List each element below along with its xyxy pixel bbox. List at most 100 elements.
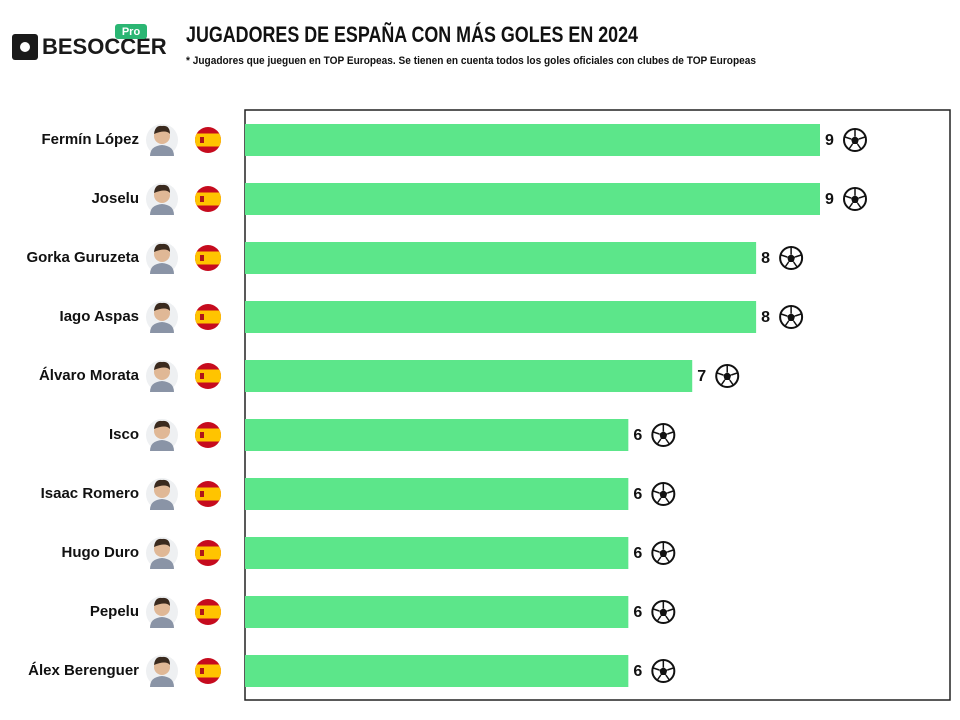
flag-crest bbox=[200, 432, 204, 438]
flag-yellow bbox=[195, 487, 221, 501]
value-label: 9 bbox=[825, 191, 834, 208]
logo-brand: BESOCCER bbox=[42, 34, 167, 59]
ball-icon bbox=[843, 128, 867, 152]
avatar-hair bbox=[154, 479, 170, 488]
ball-icon bbox=[715, 364, 740, 388]
flag-yellow bbox=[195, 310, 221, 324]
avatar-hair bbox=[154, 302, 170, 311]
ball-icon bbox=[651, 541, 676, 565]
flag-clip bbox=[195, 599, 221, 625]
ball-patch bbox=[851, 195, 859, 203]
ball-icon bbox=[651, 482, 676, 506]
logo-icon-dot bbox=[20, 42, 30, 52]
flag-yellow bbox=[195, 605, 221, 619]
bar bbox=[245, 124, 820, 156]
player-name: Isco bbox=[109, 426, 139, 443]
player-name: Iago Aspas bbox=[60, 308, 139, 325]
avatar-shirt bbox=[150, 558, 174, 569]
avatar-shirt bbox=[150, 440, 174, 451]
bar bbox=[245, 301, 757, 333]
bar bbox=[245, 419, 629, 451]
flag-clip bbox=[195, 540, 221, 566]
player-name: Hugo Duro bbox=[62, 544, 139, 561]
flag bbox=[195, 599, 221, 625]
bar bbox=[245, 360, 693, 392]
value-label: 7 bbox=[697, 368, 706, 385]
flag bbox=[195, 658, 221, 684]
ball-seams bbox=[780, 248, 802, 268]
flag-crest bbox=[200, 255, 204, 261]
flag-yellow bbox=[195, 133, 221, 147]
ball-patch bbox=[659, 608, 668, 616]
avatar-shirt bbox=[150, 145, 174, 156]
flag-clip bbox=[195, 658, 221, 684]
bar bbox=[245, 183, 820, 215]
ball-icon bbox=[843, 187, 867, 211]
avatar-shirt bbox=[150, 617, 174, 628]
flag-crest bbox=[200, 137, 204, 143]
value-label: 6 bbox=[633, 604, 642, 621]
avatar-hair bbox=[154, 656, 170, 665]
flag-yellow bbox=[195, 369, 221, 383]
value-label: 6 bbox=[633, 427, 642, 444]
ball-icon bbox=[651, 659, 676, 683]
value-label: 9 bbox=[825, 132, 834, 149]
ball-patch bbox=[659, 490, 668, 498]
flag-clip bbox=[195, 422, 221, 448]
flag bbox=[195, 540, 221, 566]
logo-badge: Pro bbox=[122, 26, 141, 38]
player-avatar bbox=[146, 419, 178, 451]
ball-seams bbox=[844, 130, 866, 150]
flag-yellow bbox=[195, 664, 221, 678]
flag-clip bbox=[195, 304, 221, 330]
ball-patch bbox=[659, 667, 668, 675]
flag-crest bbox=[200, 373, 204, 379]
logo: BESOCCER Pro bbox=[12, 24, 167, 60]
flag-crest bbox=[200, 491, 204, 497]
player-name: Pepelu bbox=[90, 603, 139, 620]
player-avatar bbox=[146, 655, 178, 687]
ball-seams bbox=[653, 484, 674, 504]
flag bbox=[195, 304, 221, 330]
flag-crest bbox=[200, 609, 204, 615]
player-avatar bbox=[146, 124, 178, 156]
ball-seams bbox=[653, 543, 674, 563]
avatar-hair bbox=[154, 597, 170, 606]
flag-clip bbox=[195, 127, 221, 153]
avatar-hair bbox=[154, 243, 170, 252]
flag bbox=[195, 422, 221, 448]
player-name: Fermín López bbox=[41, 131, 139, 148]
avatar-shirt bbox=[150, 499, 174, 510]
flag bbox=[195, 363, 221, 389]
value-label: 6 bbox=[633, 486, 642, 503]
avatar-shirt bbox=[150, 204, 174, 215]
player-avatar bbox=[146, 242, 178, 274]
flag bbox=[195, 245, 221, 271]
flag-crest bbox=[200, 550, 204, 556]
ball-patch bbox=[787, 313, 796, 321]
avatar-shirt bbox=[150, 381, 174, 392]
avatar-shirt bbox=[150, 263, 174, 274]
avatar-hair bbox=[154, 420, 170, 429]
player-avatar bbox=[146, 301, 178, 333]
player-name: Joselu bbox=[91, 190, 139, 207]
flag-crest bbox=[200, 196, 204, 202]
flag-yellow bbox=[195, 251, 221, 265]
flag-yellow bbox=[195, 428, 221, 442]
ball-patch bbox=[787, 254, 796, 262]
value-label: 6 bbox=[633, 545, 642, 562]
player-name: Gorka Guruzeta bbox=[26, 249, 139, 266]
flag-clip bbox=[195, 245, 221, 271]
value-label: 8 bbox=[761, 250, 770, 267]
bar bbox=[245, 242, 757, 274]
ball-patch bbox=[659, 549, 668, 557]
flag-crest bbox=[200, 314, 204, 320]
flag-clip bbox=[195, 481, 221, 507]
avatar-hair bbox=[154, 538, 170, 547]
chart-subtitle: * Jugadores que jueguen en TOP Europeas.… bbox=[186, 55, 756, 67]
ball-patch bbox=[659, 431, 668, 439]
bar bbox=[245, 478, 629, 510]
avatar-shirt bbox=[150, 676, 174, 687]
flag-yellow bbox=[195, 546, 221, 560]
ball-seams bbox=[780, 307, 802, 327]
